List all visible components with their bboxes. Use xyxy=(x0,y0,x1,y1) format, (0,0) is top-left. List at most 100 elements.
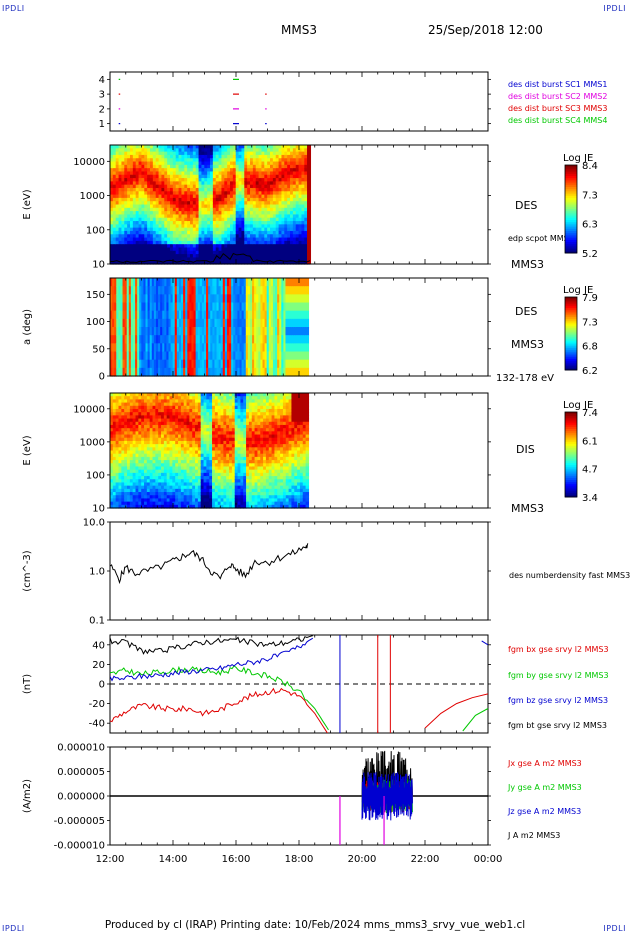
des-energy-ylabel: E (eV) xyxy=(22,189,33,219)
bfield-ytick: -20 xyxy=(89,699,105,710)
dis-energy-ytick: 10000 xyxy=(73,404,105,415)
des-energy-spectrogram xyxy=(110,145,312,265)
xtick-label: 22:00 xyxy=(411,854,440,865)
des-pitch-ytick: 150 xyxy=(86,290,105,301)
dis-energy-sc: MMS3 xyxy=(511,502,544,515)
bfield-line-3 xyxy=(110,637,314,682)
des-pitch-colorbar-tick: 6.8 xyxy=(582,342,598,353)
burst-ytick: 1 xyxy=(99,119,105,130)
burst-panel-frame xyxy=(109,71,489,132)
density-ytick: 1.0 xyxy=(89,567,105,578)
burst-legend-3: des dist burst SC3 MMS3 xyxy=(508,104,607,113)
bfield-legend-2: fgm by gse srvy l2 MMS3 xyxy=(508,671,609,680)
burst-ytick: 4 xyxy=(99,75,105,86)
burst-mark xyxy=(265,123,267,125)
density-line xyxy=(109,543,309,585)
xtick-label: 12:00 xyxy=(96,854,125,865)
des-energy-colorbar-tick: 6.3 xyxy=(582,220,598,231)
current-legend-1: Jx gse A m2 MMS3 xyxy=(507,759,582,768)
datetime-title: 25/Sep/2018 12:00 xyxy=(428,23,543,37)
bfield-legend-3: fgm bz gse srvy l2 MMS3 xyxy=(508,696,608,705)
des-energy-ytick: 100 xyxy=(86,225,105,236)
dis-energy-ytick: 100 xyxy=(86,470,105,481)
des-pitch-sc: MMS3 xyxy=(511,338,544,351)
des-pitch-spectrogram xyxy=(110,278,310,377)
burst-mark xyxy=(233,123,239,125)
burst-mark xyxy=(265,93,267,95)
current-legend-3: Jz gse A m2 MMS3 xyxy=(507,807,581,816)
burst-mark xyxy=(233,108,239,110)
des-energy-colorbar-tick: 7.3 xyxy=(582,190,598,201)
bfield-ytick: 20 xyxy=(92,660,105,671)
current-legend-2: Jy gse A m2 MMS3 xyxy=(507,783,582,792)
des-energy-colorbar-tick: 5.2 xyxy=(582,249,598,260)
des-pitch-colorbar-title: Log JE xyxy=(563,285,593,296)
dis-energy-colorbar-tick: 6.1 xyxy=(582,436,598,447)
bfield-legend-1: fgm bx gse srvy l2 MMS3 xyxy=(508,645,609,654)
xtick-label: 16:00 xyxy=(222,854,251,865)
burst-mark xyxy=(118,93,121,95)
dis-energy-colorbar-tick: 7.4 xyxy=(582,408,598,419)
des-pitch-colorbar-tick: 7.3 xyxy=(582,317,598,328)
bfield-line-4 xyxy=(110,635,313,655)
burst-legend-4: des dist burst SC4 MMS4 xyxy=(508,116,607,125)
des-energy-colorbar-title: Log JE xyxy=(563,153,593,164)
des-pitch-ytick: 100 xyxy=(86,317,105,328)
dis-energy-colorbar-tick: 3.4 xyxy=(582,493,598,504)
dis-energy-label: DIS xyxy=(516,443,535,456)
bfield-ytick: 0 xyxy=(99,680,105,691)
des-energy-ytick: 10 xyxy=(92,260,105,271)
current-ylabel: (A/m2) xyxy=(22,779,33,813)
bfield-late-segment xyxy=(424,693,488,729)
footer-credit: Produced by cl (IRAP) Printing date: 10/… xyxy=(104,919,526,931)
des-energy-colorbar-tick: 8.4 xyxy=(582,161,598,172)
des-pitch-colorbar-tick: 6.2 xyxy=(582,366,598,377)
bfield-legend-4: fgm bt gse srvy l2 MMS3 xyxy=(508,721,607,730)
dis-energy-ylabel: E (eV) xyxy=(22,435,33,465)
des-pitch-ytick: 50 xyxy=(92,344,105,355)
des-pitch-label: DES xyxy=(515,305,537,318)
dis-energy-spectrogram xyxy=(110,393,310,509)
current-ytick: 0.000000 xyxy=(57,792,105,803)
logo-bottom-right: IPDLI xyxy=(603,924,626,933)
des-energy-ytick: 10000 xyxy=(73,157,105,168)
dis-energy-colorbar-title: Log JE xyxy=(563,400,593,411)
xtick-label: 20:00 xyxy=(348,854,377,865)
burst-legend-1: des dist burst SC1 MMS1 xyxy=(508,80,607,89)
des-energy-ytick: 1000 xyxy=(80,191,105,202)
current-ytick: 0.000005 xyxy=(57,767,105,778)
dis-energy-ytick: 10 xyxy=(92,504,105,515)
bfield-late-segment xyxy=(481,640,488,646)
burst-mark xyxy=(118,108,121,110)
burst-mark xyxy=(265,108,267,110)
spacecraft-title: MMS3 xyxy=(281,23,317,37)
des-pitch-ytick: 0 xyxy=(99,372,105,383)
dis-energy-colorbar-tick: 4.7 xyxy=(582,465,598,476)
des-pitch-colorbar-tick: 7.9 xyxy=(582,293,598,304)
xtick-label: 00:00 xyxy=(474,854,503,865)
xtick-label: 14:00 xyxy=(159,854,188,865)
logo-top-right: IPDLI xyxy=(603,4,626,13)
burst-mark xyxy=(118,123,121,125)
current-legend-4: J A m2 MMS3 xyxy=(507,831,560,840)
bfield-ylabel: (nT) xyxy=(22,674,33,694)
burst-mark xyxy=(233,78,239,80)
density-panel-frame xyxy=(109,521,489,621)
des-energy-sc: MMS3 xyxy=(511,258,544,271)
bfield-ytick: 40 xyxy=(92,640,105,651)
burst-ytick: 3 xyxy=(99,90,105,101)
current-ytick: -0.000005 xyxy=(54,816,105,827)
density-ytick: 10.0 xyxy=(83,518,105,529)
bfield-line-1 xyxy=(110,687,328,733)
density-ylabel: (cm^-3) xyxy=(22,550,33,591)
des-energy-colorbar xyxy=(564,164,578,254)
bfield-late-segment xyxy=(462,708,488,732)
dis-energy-ytick: 1000 xyxy=(80,437,105,448)
burst-mark xyxy=(118,78,121,80)
des-energy-label: DES xyxy=(515,199,537,212)
burst-ytick: 2 xyxy=(99,104,105,115)
density-legend: des numberdensity fast MMS3 xyxy=(509,571,630,580)
logo-top-left: IPDLI xyxy=(2,4,25,13)
scpot-line xyxy=(109,252,311,264)
